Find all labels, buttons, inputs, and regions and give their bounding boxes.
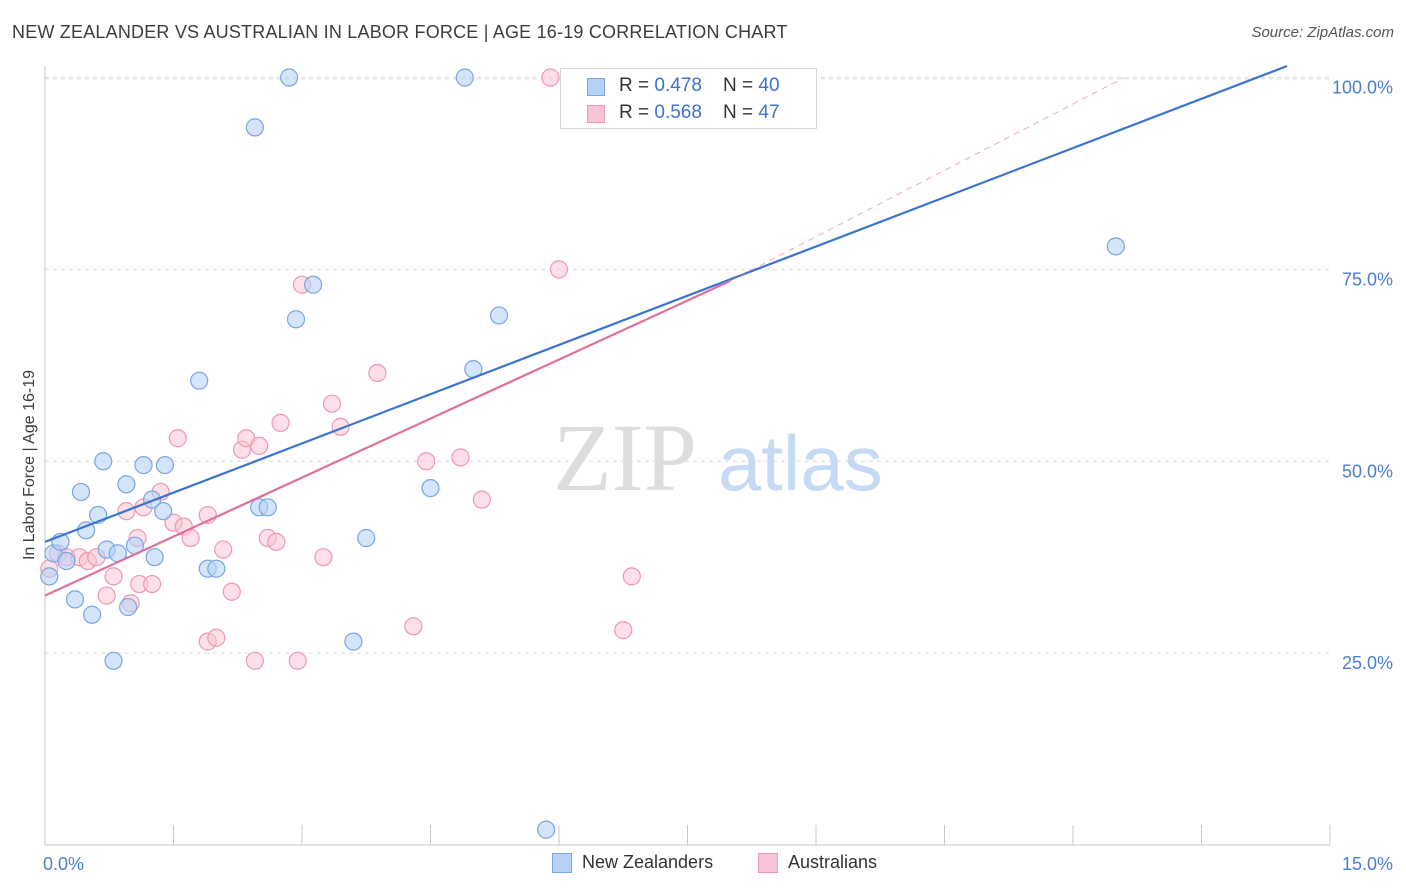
r-value: 0.478 — [654, 75, 702, 96]
data-point-new-zealanders — [145, 548, 164, 567]
data-point-australians — [207, 628, 226, 647]
data-point-australians — [417, 452, 436, 471]
y-tick-label: 25.0% — [1342, 653, 1393, 673]
data-point-australians — [222, 582, 241, 601]
data-point-new-zealanders — [117, 475, 136, 494]
data-point-australians — [451, 448, 470, 467]
data-point-new-zealanders — [258, 498, 277, 517]
data-point-new-zealanders — [245, 118, 264, 137]
data-point-new-zealanders — [65, 590, 85, 609]
data-point-new-zealanders — [134, 455, 153, 475]
data-point-new-zealanders — [421, 479, 440, 498]
data-point-australians — [271, 413, 290, 432]
data-point-new-zealanders — [489, 306, 509, 325]
data-point-new-zealanders — [207, 559, 226, 578]
grid-lines — [45, 77, 1330, 654]
axes — [44, 66, 1331, 846]
legend-text: R = 0.568 N = 47 — [619, 102, 780, 124]
data-point-new-zealanders — [118, 597, 138, 617]
data-point-new-zealanders — [154, 502, 173, 521]
data-point-australians — [472, 490, 491, 509]
data-point-australians — [404, 617, 423, 636]
data-point-new-zealanders — [286, 310, 306, 329]
data-point-australians — [250, 436, 269, 456]
r-label: R = — [619, 102, 655, 123]
australians-points — [40, 68, 710, 670]
chart-source: Source: ZipAtlas.com — [1251, 24, 1394, 41]
data-point-new-zealanders — [280, 68, 299, 87]
data-point-australians — [97, 586, 116, 605]
legend-label-australians: Australians — [788, 852, 878, 872]
watermark-atlas: atlas — [718, 419, 883, 507]
data-point-australians — [245, 651, 264, 670]
trend-line-australians — [44, 279, 731, 597]
data-point-new-zealanders — [537, 820, 556, 839]
n-value: 40 — [758, 75, 780, 96]
n-label: N = — [723, 102, 759, 123]
data-point-australians — [622, 567, 641, 586]
data-point-australians — [368, 363, 387, 383]
trend-extension-australians — [730, 77, 1125, 282]
data-point-new-zealanders — [190, 371, 209, 390]
correlation-legend: R = 0.478 N = 40 R = 0.568 N = 47 — [560, 68, 817, 129]
data-point-new-zealanders — [1106, 237, 1125, 256]
data-point-new-zealanders — [71, 482, 91, 502]
data-point-new-zealanders — [304, 275, 323, 294]
chart-title: NEW ZEALANDER VS AUSTRALIAN IN LABOR FOR… — [12, 22, 788, 42]
trend-lines — [44, 64, 1288, 597]
data-point-new-zealanders — [344, 632, 363, 651]
legend-text: R = 0.478 N = 40 — [619, 75, 780, 97]
r-value: 0.568 — [654, 102, 702, 123]
y-tick-label: 100.0% — [1332, 78, 1393, 98]
data-point-new-zealanders — [83, 605, 102, 624]
data-point-australians — [104, 567, 123, 586]
y-tick-label: 75.0% — [1342, 269, 1393, 289]
data-point-australians — [549, 260, 569, 279]
y-tick-label: 50.0% — [1342, 461, 1393, 481]
data-point-new-zealanders — [94, 452, 113, 471]
n-label: N = — [723, 75, 759, 96]
data-point-australians — [142, 574, 162, 594]
data-point-australians — [288, 651, 307, 670]
legend-swatch-australians — [587, 105, 605, 123]
trend-line-new-zealanders — [44, 64, 1288, 543]
data-point-new-zealanders — [40, 567, 59, 586]
legend-swatch-new-zealanders — [552, 853, 572, 873]
legend-label-new-zealanders: New Zealanders — [582, 852, 714, 872]
legend-swatch-new-zealanders — [587, 78, 605, 96]
data-point-new-zealanders — [455, 68, 474, 87]
data-point-new-zealanders — [142, 490, 162, 509]
watermark-zip: ZIP — [553, 404, 697, 511]
r-label: R = — [619, 75, 655, 96]
data-point-australians — [168, 429, 187, 448]
x-tick-labels: 0.0% 15.0% — [43, 854, 1393, 874]
data-point-australians — [267, 532, 286, 551]
data-point-new-zealanders — [155, 455, 175, 475]
data-point-australians — [214, 540, 233, 559]
data-point-australians — [541, 68, 560, 87]
data-point-new-zealanders — [104, 651, 123, 670]
data-point-australians — [614, 621, 633, 640]
n-value: 47 — [758, 102, 780, 123]
data-point-new-zealanders — [357, 528, 376, 548]
data-point-australians — [314, 548, 333, 567]
data-point-new-zealanders — [57, 551, 76, 571]
legend-swatch-australians — [758, 853, 778, 873]
x-tick-label: 0.0% — [43, 854, 84, 874]
y-tick-labels: 25.0% 50.0% 75.0% 100.0% — [1332, 78, 1393, 674]
data-point-australians — [322, 394, 342, 413]
x-tick-label: 15.0% — [1342, 854, 1393, 874]
